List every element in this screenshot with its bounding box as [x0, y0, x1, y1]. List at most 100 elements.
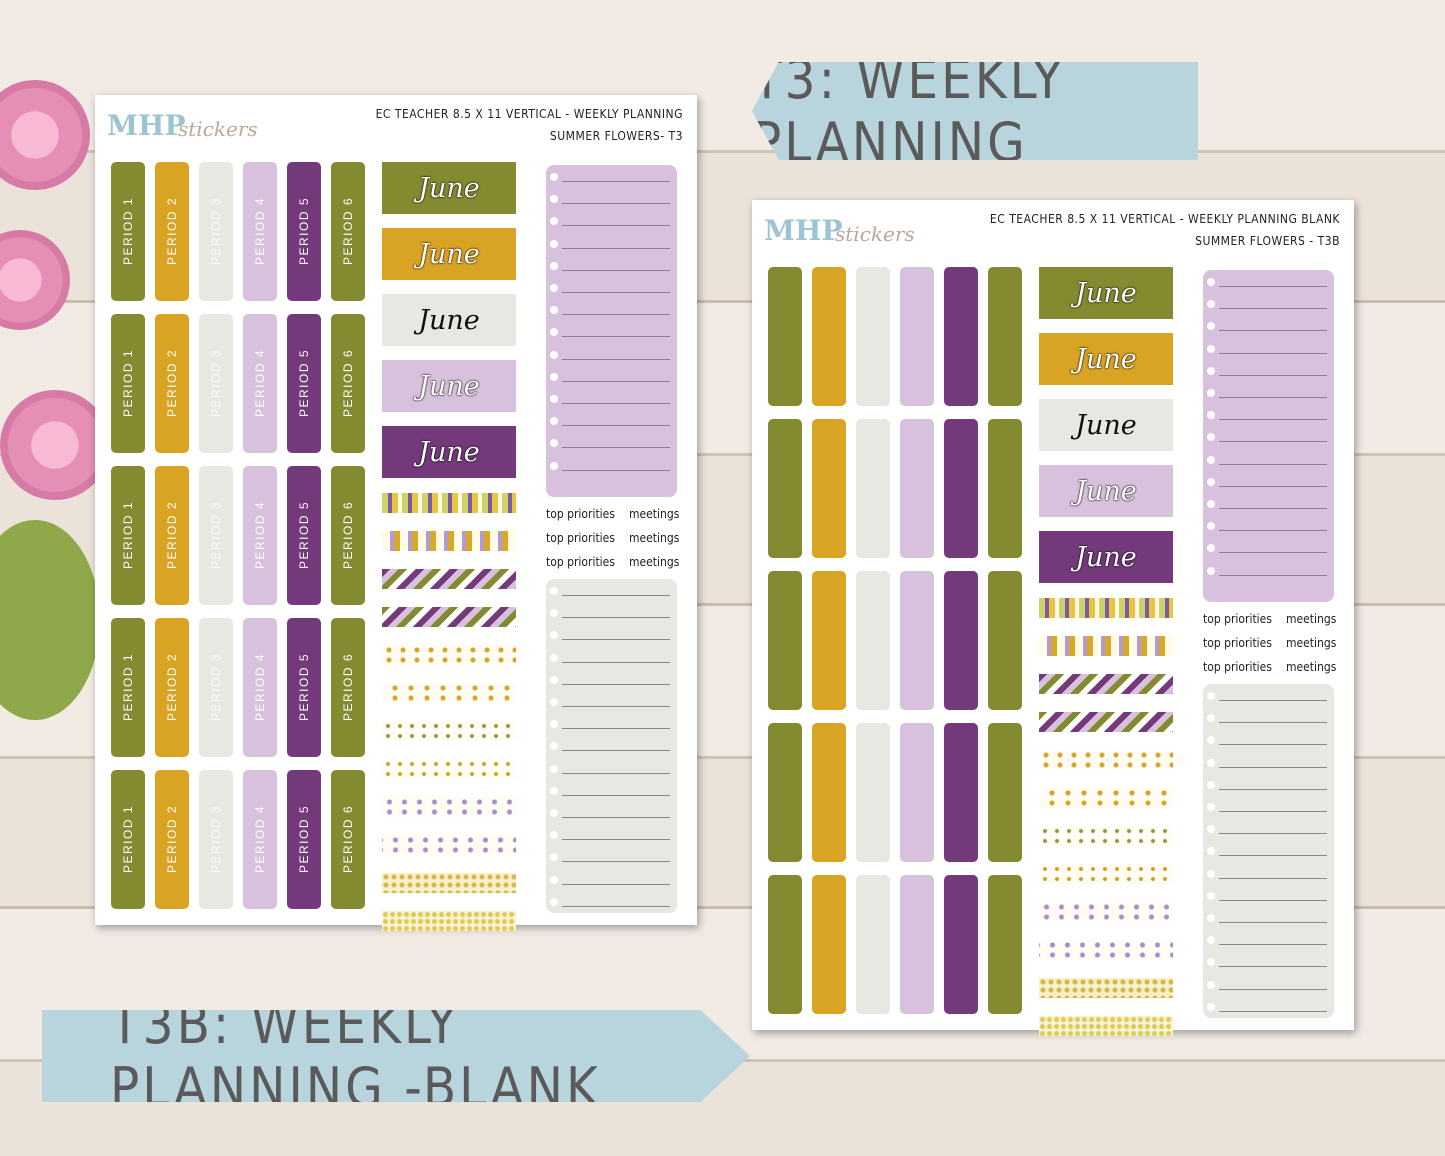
bullet: [1207, 544, 1215, 553]
period-strip: [944, 571, 978, 710]
period-strip: PERIOD 6: [331, 162, 365, 301]
period-strip: [768, 571, 802, 710]
period-label: PERIOD 5: [297, 349, 311, 418]
label-text: top priorities: [546, 507, 615, 521]
bullet: [550, 395, 558, 403]
period-strip: [812, 571, 846, 710]
period-strip: PERIOD 4: [243, 314, 277, 453]
label-text: meetings: [1286, 660, 1337, 674]
bullet: [550, 831, 558, 840]
rule-line: [1219, 530, 1327, 532]
bullet: [1207, 366, 1215, 375]
checklist: [546, 165, 677, 497]
logo: MHP: [107, 109, 186, 142]
bullet: [550, 350, 558, 359]
washi-strip: [382, 493, 516, 513]
bullet: [1207, 522, 1215, 531]
period-strip: [768, 723, 802, 862]
bullet: [550, 239, 558, 248]
rule-line: [562, 181, 670, 182]
washi-strip: [382, 607, 516, 627]
period-label: PERIOD 5: [297, 501, 311, 570]
sticker-sheet: MHP stickers EC TEACHER 8.5 X 11 VERTICAL …: [95, 95, 697, 931]
label-text: meetings: [629, 555, 680, 569]
bullet: [1207, 300, 1215, 309]
logo-script: stickers: [178, 117, 258, 141]
bullet: [550, 853, 558, 862]
period-strip: [900, 419, 934, 558]
period-strip: [812, 875, 846, 1014]
period-label: PERIOD 3: [209, 197, 223, 266]
period-strip: [900, 875, 934, 1014]
rule-line: [562, 292, 670, 293]
period-label: PERIOD 4: [253, 501, 267, 570]
rule-line: [562, 314, 670, 316]
rule-line: [1219, 441, 1327, 443]
flower: [0, 390, 110, 500]
period-strip: [988, 419, 1022, 558]
bullet: [550, 786, 558, 795]
banner: T3: WEEKLY PLANNING: [752, 62, 1198, 160]
period-strip: [988, 875, 1022, 1014]
period-strip: PERIOD 5: [287, 162, 321, 301]
bullet: [550, 897, 558, 906]
bullet: [550, 195, 558, 204]
label-text: meetings: [1286, 636, 1337, 650]
bullet: [1207, 1002, 1215, 1011]
bullet: [1207, 780, 1215, 789]
period-strip: [768, 267, 802, 406]
period-label: PERIOD 4: [253, 653, 267, 722]
period-strip: PERIOD 5: [287, 466, 321, 605]
month-label: June: [1039, 531, 1173, 583]
bullet: [1207, 914, 1215, 922]
period-label: PERIOD 1: [121, 349, 135, 418]
rule-line: [562, 617, 670, 619]
washi-strip: [382, 645, 516, 665]
label-text: top priorities: [1203, 612, 1272, 626]
rule-line: [562, 380, 670, 382]
period-strip: PERIOD 4: [243, 618, 277, 757]
rule-line: [562, 683, 670, 685]
logo: MHP: [764, 214, 843, 247]
washi-strip: [1039, 826, 1173, 846]
bullet: [550, 587, 558, 595]
period-label: PERIOD 5: [297, 805, 311, 874]
washi-strip: [382, 721, 516, 741]
period-label: PERIOD 6: [341, 501, 355, 570]
bullet: [550, 328, 558, 337]
period-label: PERIOD 6: [341, 349, 355, 418]
rule-line: [1219, 922, 1327, 923]
rule-line: [1219, 877, 1327, 879]
period-strip: PERIOD 6: [331, 314, 365, 453]
period-label: PERIOD 2: [165, 501, 179, 570]
rule-line: [1219, 744, 1327, 746]
bullet: [550, 809, 558, 817]
bullet: [1207, 891, 1215, 900]
checklist: [1203, 684, 1334, 1018]
sheet-subtitle: SUMMER FLOWERS - T3B: [1195, 234, 1340, 248]
leaf: [0, 520, 100, 720]
bullet: [550, 720, 558, 729]
bullet: [1207, 936, 1215, 945]
period-label: PERIOD 3: [209, 501, 223, 570]
bullet: [1207, 736, 1215, 745]
washi-strip: [1039, 788, 1173, 808]
period-strip: PERIOD 6: [331, 618, 365, 757]
rule-line: [1219, 374, 1327, 376]
period-label: PERIOD 2: [165, 349, 179, 418]
period-strip: [900, 571, 934, 710]
bullet: [1207, 389, 1215, 397]
month-label: June: [382, 360, 516, 412]
rule-line: [562, 336, 670, 338]
period-strip: PERIOD 5: [287, 618, 321, 757]
period-strip: [988, 723, 1022, 862]
bullet: [550, 631, 558, 640]
bullet: [550, 439, 558, 448]
period-label: PERIOD 1: [121, 197, 135, 266]
period-strip: PERIOD 3: [199, 466, 233, 605]
banner: T3B: WEEKLY PLANNING -BLANK: [42, 1010, 750, 1102]
period-strip: PERIOD 2: [155, 466, 189, 605]
bullet: [1207, 758, 1215, 767]
bullet: [550, 372, 558, 381]
rule-line: [1219, 286, 1327, 287]
